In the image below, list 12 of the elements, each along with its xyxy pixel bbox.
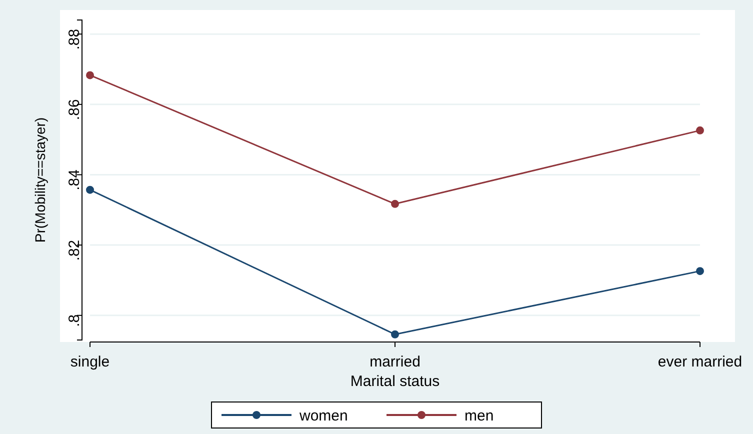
x-axis-title: Marital status — [350, 373, 440, 390]
y-axis-title: Pr(Mobility==stayer) — [32, 117, 48, 243]
x-tick-label: ever married — [658, 354, 742, 370]
y-tick-label: .82 — [66, 240, 83, 261]
legend-label: women — [298, 407, 348, 424]
legend-label: men — [464, 407, 494, 424]
y-tick-label: .86 — [66, 99, 83, 120]
x-tick-label: married — [370, 354, 420, 370]
y-tick-label: .84 — [66, 170, 83, 190]
y-tick-label: .8 — [66, 314, 83, 327]
x-tick-label: single — [70, 354, 110, 370]
y-tick-label: .88 — [66, 28, 83, 50]
